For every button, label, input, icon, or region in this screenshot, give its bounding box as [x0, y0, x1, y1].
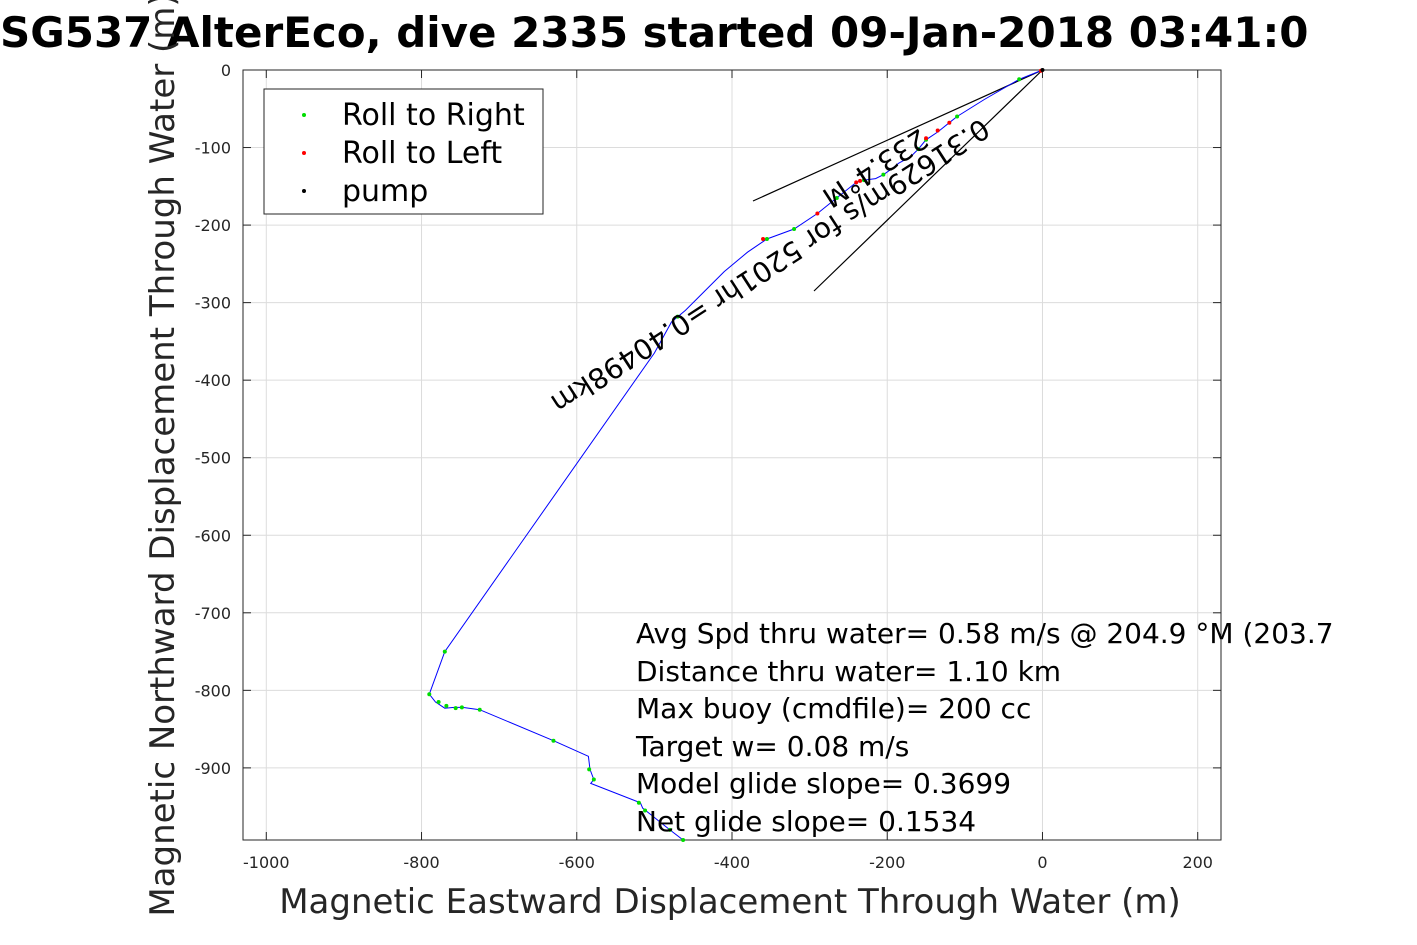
- roll-right-point: [667, 827, 672, 832]
- x-tick-label: 0: [1037, 853, 1047, 872]
- x-axis-label: Magnetic Eastward Displacement Through W…: [279, 882, 1181, 922]
- roll-left-point: [935, 128, 940, 133]
- roll-right-point: [477, 707, 482, 712]
- roll-right-point: [955, 114, 960, 119]
- roll-right-point: [675, 314, 680, 319]
- y-tick-label: -900: [195, 759, 231, 778]
- roll-right-point: [459, 705, 464, 710]
- y-axis-label: Magnetic Northward Displacement Through …: [143, 0, 183, 917]
- roll-right-point: [636, 800, 641, 805]
- legend-label-pump: pump: [342, 174, 428, 209]
- legend-marker-pump: [302, 189, 306, 193]
- stats-block: Avg Spd thru water= 0.58 m/s @ 204.9 °M …: [635, 617, 1334, 838]
- roll-right-point: [1017, 77, 1022, 82]
- roll-right-point: [861, 178, 866, 183]
- chart-title: SG537 AlterEco, dive 2335 started 09-Jan…: [0, 8, 1308, 57]
- legend-marker-roll-right: [302, 113, 306, 117]
- roll-left-point: [947, 120, 952, 125]
- y-tick-label: 0: [221, 61, 231, 80]
- y-tick-label: -400: [195, 371, 231, 390]
- legend-label-roll-right: Roll to Right: [342, 98, 525, 133]
- x-tick-label: -200: [869, 853, 905, 872]
- legend-label-roll-left: Roll to Left: [342, 136, 502, 171]
- roll-left-point: [854, 180, 859, 185]
- roll-left-point: [858, 178, 863, 183]
- roll-left-point: [924, 136, 929, 141]
- x-tick-label: -400: [714, 853, 750, 872]
- plot-area: [427, 68, 1045, 842]
- stat-model-glide-slope: Model glide slope= 0.3699: [636, 767, 1011, 800]
- y-tick-label: -600: [195, 526, 231, 545]
- roll-right-point: [591, 777, 596, 782]
- roll-right-point: [453, 706, 458, 711]
- y-tick-label: -200: [195, 216, 231, 235]
- legend-box: [263, 88, 544, 215]
- roll-right-point: [792, 226, 797, 231]
- stat-max-buoy: Max buoy (cmdfile)= 200 cc: [636, 692, 1031, 725]
- roll-right-point: [681, 838, 686, 842]
- x-tick-label: -1000: [243, 853, 290, 872]
- y-tick-label: -300: [195, 294, 231, 313]
- stat-avg-speed: Avg Spd thru water= 0.58 m/s @ 204.9 °M …: [636, 617, 1334, 650]
- roll-right-point: [916, 147, 921, 152]
- roll-right-point: [427, 692, 432, 697]
- axis-ticks: -1000 -800 -600 -400 -200 0 200 0 -100 -200 -300 -4…: [195, 61, 1221, 872]
- y-tick-label: -800: [195, 681, 231, 700]
- roll-right-point: [442, 649, 447, 654]
- heading-wedge-line: [752, 69, 1043, 202]
- roll-right-point: [436, 699, 441, 704]
- y-tick-label: -500: [195, 449, 231, 468]
- roll-left-point: [761, 237, 766, 242]
- roll-left-point: [815, 211, 820, 216]
- legend: Roll to Right Roll to Left pump: [263, 88, 544, 215]
- roll-right-point: [444, 703, 449, 708]
- y-tick-label: -700: [195, 604, 231, 623]
- pump-point: [1040, 68, 1045, 72]
- roll-right-point: [834, 195, 839, 200]
- x-tick-label: -800: [403, 853, 439, 872]
- y-tick-label: -100: [195, 139, 231, 158]
- stat-target-w: Target w= 0.08 m/s: [635, 730, 909, 763]
- stat-distance: Distance thru water= 1.10 km: [636, 655, 1061, 688]
- track-line: [428, 69, 1043, 841]
- roll-right-point: [643, 808, 648, 813]
- legend-marker-roll-left: [302, 151, 306, 155]
- roll-right-point: [881, 172, 886, 177]
- roll-right-point: [764, 237, 769, 242]
- x-tick-label: 200: [1182, 853, 1213, 872]
- stat-net-glide-slope: Net glide slope= 0.1534: [636, 805, 976, 838]
- roll-right-point: [551, 738, 556, 743]
- x-tick-label: -600: [559, 853, 595, 872]
- heading-wedge-line: [813, 69, 1043, 292]
- roll-right-point: [587, 767, 592, 772]
